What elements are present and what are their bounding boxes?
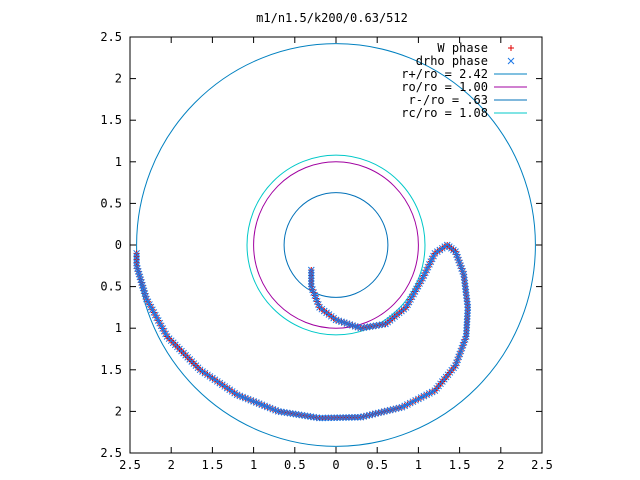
- y-tick-label: 1: [115, 155, 122, 169]
- data-point: [327, 414, 335, 422]
- x-tick-label: 1: [250, 458, 257, 472]
- data-point: [463, 315, 471, 323]
- data-point: [464, 304, 472, 311]
- y-tick-label: 0.5: [100, 280, 122, 294]
- data-point: [307, 280, 315, 288]
- x-tick-label: 0.5: [366, 458, 388, 472]
- y-tick-label: 0: [115, 238, 122, 252]
- data-point: [357, 413, 365, 421]
- data-point: [324, 414, 332, 422]
- data-point: [463, 330, 470, 337]
- x-axis-ticks: 2.5 2 1.5 1 0.5 0 0.5 1 1.5 2 2.5: [119, 37, 553, 472]
- data-point: [463, 321, 471, 329]
- y-axis-ticks: 2.5 2 1.5 1 0.5 0 0.5 1 1.5 2 2.5: [100, 30, 542, 460]
- reference-circles: [136, 43, 536, 447]
- data-point: [351, 413, 359, 421]
- data-point: [133, 262, 140, 270]
- data-point: [342, 414, 350, 421]
- y-tick-label: 2: [115, 72, 122, 86]
- x-tick-label: 0.5: [284, 458, 306, 472]
- data-point: [339, 414, 347, 421]
- x-tick-label: 2: [168, 458, 175, 472]
- data-point: [463, 324, 471, 332]
- series-w-phase: [133, 242, 471, 422]
- reference-circle: [136, 43, 536, 447]
- data-point: [133, 259, 140, 267]
- legend-label: r-/ro = .63: [409, 93, 488, 107]
- reference-circle: [246, 154, 426, 336]
- data-point: [307, 277, 315, 285]
- x-tick-label: 2: [497, 458, 504, 472]
- legend-label: r+/ro = 2.42: [401, 67, 488, 81]
- data-point: [307, 274, 315, 282]
- data-point: [330, 414, 338, 422]
- y-tick-label: 1.5: [100, 363, 122, 377]
- y-tick-label: 2: [115, 404, 122, 418]
- data-point: [463, 327, 470, 335]
- legend-marker: [508, 45, 514, 51]
- chart-title: m1/n1.5/k200/0.63/512: [256, 11, 408, 25]
- data-point: [319, 414, 326, 422]
- x-tick-label: 1.5: [202, 458, 224, 472]
- y-tick-label: 1: [115, 321, 122, 335]
- y-tick-label: 2.5: [100, 30, 122, 44]
- data-point: [307, 272, 315, 279]
- data-point: [336, 414, 344, 421]
- data-point: [345, 414, 353, 421]
- data-point: [307, 266, 315, 274]
- legend-label: rc/ro = 1.08: [401, 106, 488, 120]
- data-point: [463, 312, 471, 320]
- x-tick-label: 1: [415, 458, 422, 472]
- reference-circle: [283, 192, 389, 298]
- legend-label: drho phase: [416, 54, 488, 68]
- legend-marker: [507, 57, 515, 65]
- legend-label: ro/ro = 1.00: [401, 80, 488, 94]
- series-drho-phase: [133, 241, 472, 422]
- data-point: [133, 253, 140, 260]
- data-point: [322, 414, 329, 422]
- data-point: [133, 249, 140, 257]
- data-point: [463, 318, 471, 326]
- data-point: [133, 256, 140, 263]
- x-tick-label: 1.5: [449, 458, 471, 472]
- data-point: [464, 309, 471, 317]
- legend-label: W phase: [437, 41, 488, 55]
- y-tick-label: 2.5: [100, 446, 122, 460]
- y-tick-label: 0.5: [100, 196, 122, 210]
- reference-circle: [253, 161, 419, 329]
- phase-series: [133, 241, 472, 422]
- data-point: [333, 414, 341, 422]
- x-tick-label: 0: [332, 458, 339, 472]
- data-point: [464, 306, 472, 314]
- data-point: [354, 413, 362, 421]
- x-tick-label: 2.5: [531, 458, 553, 472]
- data-point: [307, 269, 315, 277]
- data-point: [348, 414, 356, 421]
- x-tick-label: 2.5: [119, 458, 141, 472]
- y-tick-label: 1.5: [100, 113, 122, 127]
